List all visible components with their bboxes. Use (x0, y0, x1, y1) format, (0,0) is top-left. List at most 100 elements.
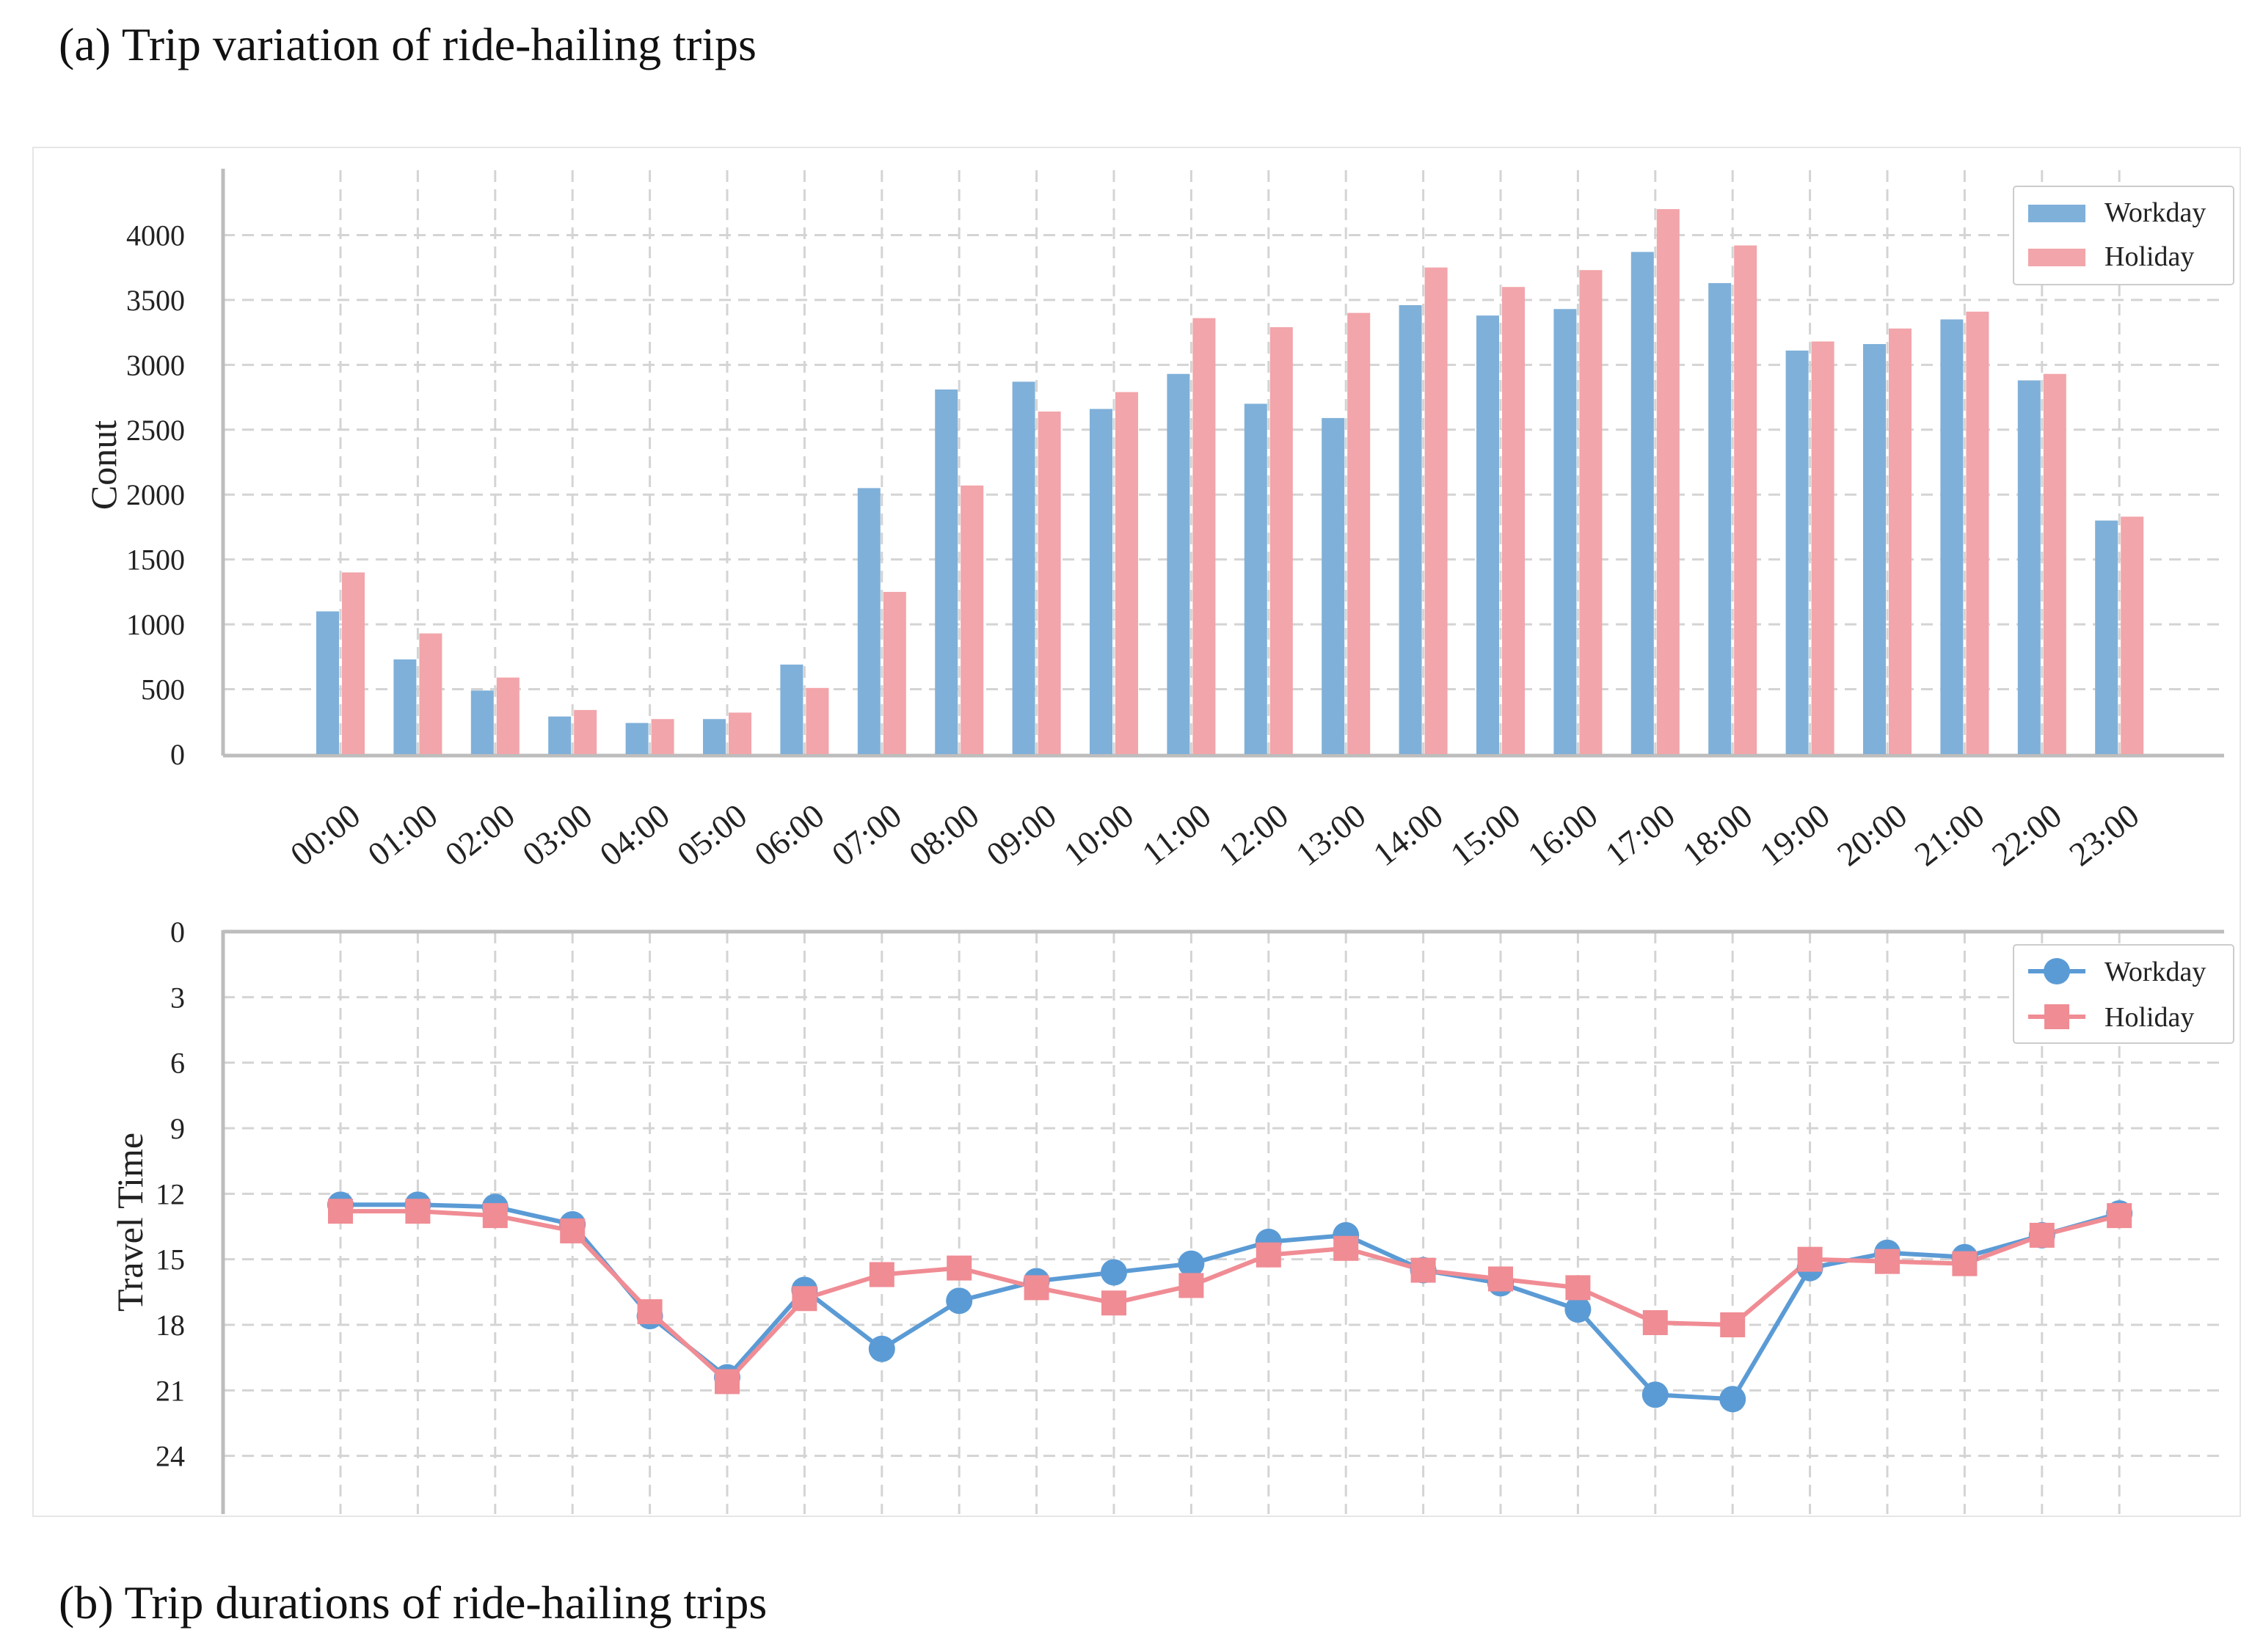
line-point-holiday (1952, 1251, 1978, 1276)
bar-legend-label-holiday: Holiday (2105, 241, 2194, 272)
bar-ytick-label: 2500 (126, 414, 185, 447)
bar-ytick-label: 1500 (126, 544, 185, 577)
bar-legend-swatch-workday (2028, 205, 2085, 222)
line-point-holiday (1178, 1273, 1204, 1298)
bar-ytick-label: 0 (170, 738, 185, 771)
bar-xtick-label: 00:00 (283, 797, 367, 874)
bar-holiday (1966, 311, 1989, 754)
bar-holiday (1038, 412, 1061, 754)
bar-xtick-label: 02:00 (438, 797, 522, 874)
bar-ytick-label: 3500 (126, 284, 185, 317)
bar-ytick-label: 4000 (126, 219, 185, 252)
chart-svg: 0 500 1000 1500 2000 2500 3000 3500 4000 Conut 00:… (83, 169, 2234, 1514)
bar-xtick-label: 17:00 (1598, 797, 1682, 874)
bar-xtick-label: 18:00 (1675, 797, 1759, 874)
bar-xtick-label: 19:00 (1753, 797, 1837, 874)
bar-workday (1090, 409, 1112, 754)
line-ytick-label: 12 (156, 1177, 185, 1210)
line-ytick-label: 3 (170, 981, 185, 1014)
line-legend-marker-workday (2044, 958, 2070, 984)
line-point-holiday (792, 1286, 817, 1312)
bar-workday (1322, 417, 1345, 754)
line-series-workday (340, 1202, 2121, 1402)
bar-holiday (961, 485, 984, 754)
line-legend-label-holiday: Holiday (2105, 1002, 2194, 1033)
line-ytick-label: 6 (170, 1047, 185, 1080)
bar-ytick-label: 2000 (126, 478, 185, 511)
line-point-holiday (328, 1199, 353, 1224)
bar-holiday (883, 591, 906, 754)
bar-xtick-label: 08:00 (902, 797, 985, 874)
line-point-holiday (869, 1262, 894, 1287)
line-point-holiday (1642, 1310, 1668, 1336)
line-point-holiday (947, 1255, 972, 1281)
bar-holiday (419, 633, 442, 754)
bar-holiday (2121, 516, 2144, 754)
line-point-holiday (1333, 1235, 1359, 1261)
bar-holiday (1347, 313, 1371, 754)
line-point-holiday (2029, 1222, 2055, 1248)
bar-holiday (496, 677, 520, 754)
bar-xtick-label: 21:00 (1908, 797, 1991, 874)
bar-workday (2095, 520, 2118, 754)
line-ytick-label: 15 (156, 1243, 185, 1276)
line-point-holiday (405, 1199, 431, 1224)
line-point-holiday (637, 1299, 663, 1325)
bar-xtick-label: 12:00 (1211, 797, 1295, 874)
bar-workday (548, 716, 572, 754)
line-ylabel: Travel Time (109, 1133, 150, 1312)
line-point-workday (946, 1287, 973, 1315)
line-point-holiday (1024, 1275, 1049, 1301)
bar-xtick-label: 16:00 (1521, 797, 1605, 874)
bar-workday (1012, 381, 1035, 754)
bar-holiday (1192, 318, 1216, 754)
bar-holiday (1889, 328, 1912, 754)
line-point-holiday (1410, 1257, 1436, 1283)
bar-workday (857, 488, 881, 754)
line-point-holiday (1565, 1275, 1591, 1301)
bar-workday (1863, 344, 1886, 754)
bar-xtick-label: 10:00 (1057, 797, 1140, 874)
bar-workday (703, 719, 726, 754)
line-point-holiday (482, 1203, 508, 1229)
bar-ylabel: Conut (83, 420, 124, 510)
line-point-holiday (1875, 1249, 1900, 1274)
bar-legend-label-workday: Workday (2105, 197, 2206, 228)
bar-holiday (1579, 270, 1603, 754)
bar-workday (1940, 319, 1964, 754)
bar-holiday (1115, 392, 1138, 754)
bar-ytick-label: 1000 (126, 608, 185, 641)
bar-xtick-label: 13:00 (1289, 797, 1372, 874)
line-point-workday (868, 1335, 895, 1362)
bar-workday (1553, 309, 1577, 754)
line-point-workday (1178, 1250, 1205, 1277)
bar-workday (1167, 373, 1190, 754)
line-point-holiday (2107, 1203, 2132, 1229)
line-point-holiday (1101, 1290, 1126, 1316)
bar-workday (470, 690, 494, 754)
line-point-holiday (560, 1218, 586, 1243)
bar-holiday (651, 719, 674, 754)
bar-xtick-label: 11:00 (1135, 797, 1218, 873)
line-ytick-label: 9 (170, 1112, 185, 1145)
bar-workday (2017, 380, 2041, 754)
caption-b: (b) Trip durations of ride-hailing trips (59, 1576, 768, 1629)
line-ytick-label: 18 (156, 1309, 185, 1342)
line-point-holiday (1488, 1266, 1513, 1292)
bar-workday (780, 664, 803, 754)
line-ytick-label: 24 (156, 1440, 185, 1473)
bar-holiday (729, 712, 751, 754)
line-point-holiday (1256, 1242, 1281, 1268)
bar-holiday (1656, 209, 1680, 754)
bar-holiday (1424, 267, 1448, 754)
line-ytick-label: 0 (170, 915, 185, 949)
bar-workday (316, 611, 339, 754)
bar-holiday (806, 687, 829, 754)
bar-xtick-label: 01:00 (361, 797, 445, 874)
bar-xtick-label: 03:00 (515, 797, 599, 874)
bar-xtick-label: 15:00 (1443, 797, 1527, 874)
line-legend: Workday Holiday (2013, 944, 2234, 1044)
line-point-holiday (1720, 1312, 1746, 1337)
bar-xtick-label: 04:00 (593, 797, 677, 874)
line-point-workday (1641, 1381, 1669, 1408)
